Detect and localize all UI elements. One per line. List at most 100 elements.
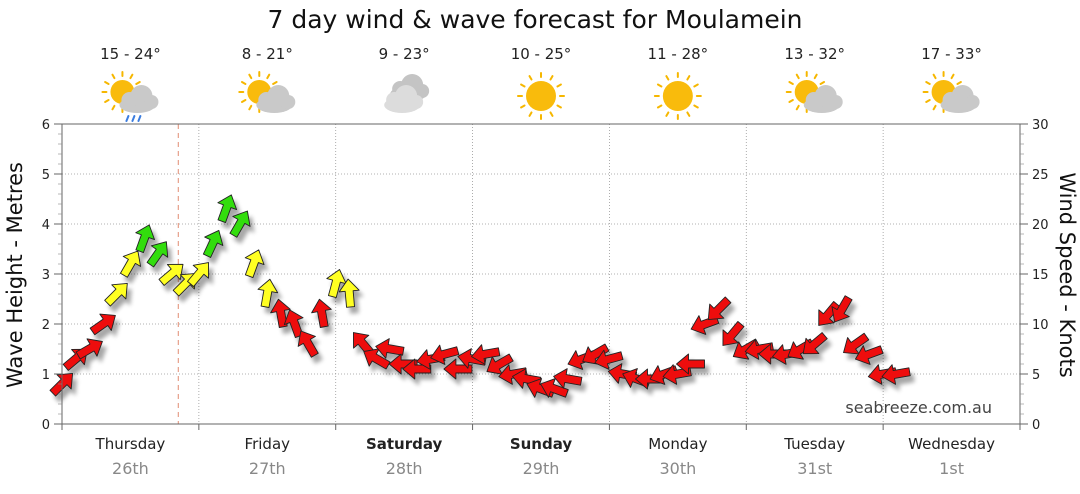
cloud-glyph	[384, 85, 424, 113]
wind-arrow	[498, 364, 528, 385]
wind-arrow	[89, 313, 116, 336]
wind-arrow	[363, 348, 391, 370]
partly-cloudy-icon	[922, 71, 980, 113]
wind-arrow	[217, 194, 238, 224]
wind-arrow	[676, 353, 705, 375]
wind-arrow	[553, 368, 583, 389]
left-tick-label: 0	[42, 418, 50, 433]
temp-range-label: 13 - 32°	[784, 45, 845, 63]
wind-arrow	[744, 339, 774, 360]
temp-range-label: 10 - 25°	[511, 45, 572, 63]
day-header: 15 - 24° 8 - 21° 9 - 23° 10 - 25° 11 - 28° 13…	[100, 45, 982, 122]
right-axis-label: Wind Speed - Knots	[1055, 172, 1079, 377]
wind-arrow	[722, 321, 745, 346]
day-label: Saturday	[366, 435, 443, 453]
temp-range-label: 8 - 21°	[242, 45, 293, 63]
wind-arrow	[311, 298, 332, 328]
wind-arrow	[104, 282, 128, 307]
wind-arrow	[471, 344, 501, 365]
sun-glyph	[517, 72, 565, 120]
wind-arrow	[843, 332, 870, 355]
date-label: 28th	[386, 459, 423, 478]
date-label: 27th	[249, 459, 286, 478]
wind-arrow	[582, 343, 610, 365]
wind-arrow	[707, 296, 732, 321]
right-tick-label: 15	[1032, 268, 1049, 283]
wind-arrow	[818, 301, 841, 326]
partly-cloudy-icon	[785, 71, 843, 113]
wind-arrow	[540, 378, 569, 398]
day-label: Wednesday	[908, 435, 995, 453]
date-label: 30th	[659, 459, 696, 478]
rain-drop	[131, 115, 136, 122]
rain-drop	[125, 115, 130, 122]
wind-arrow	[257, 278, 279, 308]
wind-arrow	[119, 250, 142, 278]
day-label: Monday	[648, 435, 707, 453]
date-label: 29th	[523, 459, 560, 478]
right-tick-label: 0	[1032, 418, 1040, 433]
temp-range-label: 9 - 23°	[379, 45, 430, 63]
date-label: 1st	[939, 459, 964, 478]
right-tick-label: 10	[1032, 318, 1049, 333]
wind-arrow	[430, 344, 460, 365]
temp-range-label: 11 - 28°	[648, 45, 709, 63]
left-tick-label: 1	[42, 368, 50, 383]
cloud-glyph	[940, 85, 980, 113]
credit-label: seabreeze.com.au	[845, 398, 992, 417]
right-tick-label: 25	[1032, 168, 1049, 183]
temp-range-label: 17 - 33°	[921, 45, 982, 63]
wind-arrow	[297, 330, 319, 358]
left-tick-label: 3	[42, 268, 50, 283]
cloud-glyph	[256, 85, 296, 113]
temp-range-label: 15 - 24°	[100, 45, 161, 63]
sun-glyph	[653, 72, 702, 120]
right-tick-label: 30	[1032, 118, 1049, 133]
left-tick-label: 5	[42, 168, 50, 183]
wind-arrow	[158, 263, 184, 286]
grid	[62, 124, 1020, 424]
cloud-glyph	[803, 85, 843, 113]
date-label: 26th	[112, 459, 149, 478]
wind-arrow	[49, 372, 74, 397]
day-label: Thursday	[95, 435, 166, 453]
wind-arrow	[135, 224, 155, 254]
partly-cloudy-rain-icon	[101, 71, 159, 122]
day-label: Friday	[245, 435, 291, 453]
rain-drop	[137, 115, 142, 122]
wind-arrow	[881, 364, 911, 385]
left-tick-label: 4	[42, 218, 50, 233]
wind-arrow	[187, 262, 209, 287]
wind-arrows	[49, 194, 911, 398]
day-label: Sunday	[510, 435, 573, 453]
right-tick-label: 20	[1032, 218, 1049, 233]
axes: 0 1 2 3 4 5 6 0 5 10 15 20 25 30 Thursday 26th Friday 27t…	[42, 118, 1049, 478]
partly-cloudy-icon	[238, 71, 296, 113]
chart-title: 7 day wind & wave forecast for Moulamein	[267, 5, 802, 34]
wind-arrow	[831, 295, 853, 323]
wind-arrow	[326, 269, 347, 299]
day-label: Tuesday	[783, 435, 845, 453]
wind-arrow	[229, 210, 251, 238]
sunny-icon	[517, 72, 565, 120]
date-label: 31st	[797, 459, 832, 478]
wind-arrow	[854, 345, 884, 365]
wind-arrow	[758, 343, 788, 365]
wind-arrow	[338, 278, 360, 308]
wind-arrow	[75, 338, 103, 360]
sunny-icon	[653, 72, 702, 120]
right-tick-label: 5	[1032, 368, 1040, 383]
left-tick-label: 2	[42, 318, 50, 333]
left-axis-label: Wave Height - Metres	[3, 162, 27, 388]
cloudy-icon	[384, 74, 430, 113]
left-tick-label: 6	[42, 118, 50, 133]
wind-arrow	[146, 241, 169, 268]
wind-arrow	[443, 358, 473, 380]
wind-arrow	[594, 349, 624, 370]
wind-arrow	[802, 332, 828, 355]
wind-arrow	[202, 229, 224, 258]
wind-arrow	[244, 249, 265, 279]
wind-arrow	[375, 338, 405, 359]
cloud-glyph	[119, 85, 159, 113]
